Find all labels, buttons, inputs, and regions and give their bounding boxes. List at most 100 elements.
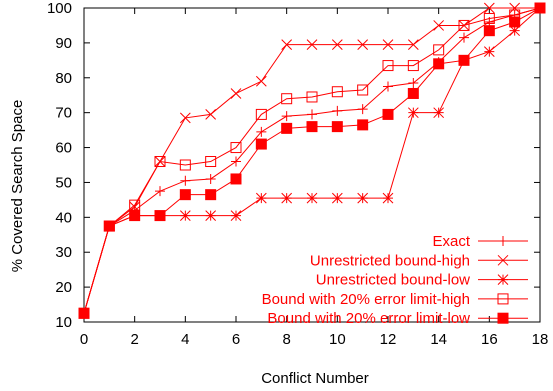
data-point xyxy=(281,122,293,134)
data-point xyxy=(433,58,445,70)
data-point xyxy=(458,54,470,66)
legend-label: Unrestricted bound-high xyxy=(310,252,470,269)
data-point xyxy=(281,111,292,122)
data-point xyxy=(154,210,166,222)
data-point xyxy=(205,109,217,120)
x-tick-label: 0 xyxy=(80,331,88,348)
y-tick-label: 10 xyxy=(55,314,72,331)
y-tick-label: 100 xyxy=(47,0,72,17)
series-5 xyxy=(78,2,546,319)
data-point xyxy=(231,156,241,167)
series-3 xyxy=(78,2,546,319)
legend-label: Unrestricted bound-low xyxy=(316,272,470,289)
data-point xyxy=(179,189,191,201)
data-point xyxy=(78,307,90,319)
y-axis-title: % Covered Search Space xyxy=(9,100,26,273)
data-point xyxy=(307,109,317,120)
data-point xyxy=(205,156,217,168)
series-2 xyxy=(78,2,546,319)
data-point xyxy=(407,107,419,119)
data-point xyxy=(407,87,419,99)
data-point xyxy=(534,2,546,14)
data-point xyxy=(459,32,469,43)
x-tick-label: 2 xyxy=(130,331,138,348)
data-point xyxy=(331,39,343,50)
y-tick-label: 60 xyxy=(55,140,72,157)
x-tick-label: 12 xyxy=(380,331,397,348)
data-point xyxy=(483,25,495,37)
data-point xyxy=(458,19,470,31)
data-point xyxy=(306,121,318,133)
data-point xyxy=(382,60,394,72)
plot-axes xyxy=(83,7,541,323)
data-point xyxy=(255,75,267,87)
legend-marker xyxy=(497,254,509,266)
data-point xyxy=(331,86,343,98)
x-tick-label: 6 xyxy=(232,331,240,348)
data-point xyxy=(331,192,343,204)
x-tick-label: 4 xyxy=(181,331,189,348)
data-point xyxy=(509,16,521,28)
data-point xyxy=(357,104,368,115)
y-tick-label: 40 xyxy=(55,209,72,226)
series-line xyxy=(83,7,541,314)
data-point xyxy=(281,93,293,105)
y-tick-label: 80 xyxy=(55,70,72,87)
data-point xyxy=(129,210,141,222)
y-axis-ticks: 10 20 30 40 50 60 70 80 90 100 xyxy=(47,0,540,331)
legend-label: Exact xyxy=(432,233,470,250)
y-tick-label: 70 xyxy=(55,105,72,122)
data-point xyxy=(483,12,495,24)
x-tick-label: 8 xyxy=(282,331,290,348)
data-point xyxy=(306,39,318,50)
data-point xyxy=(179,210,191,221)
y-tick-label: 30 xyxy=(55,244,72,261)
series-4 xyxy=(78,2,546,319)
data-point xyxy=(154,156,166,168)
data-point xyxy=(155,186,165,197)
data-point xyxy=(331,121,343,133)
data-point xyxy=(509,2,521,14)
x-tick-label: 14 xyxy=(430,331,447,348)
legend-marker xyxy=(497,293,509,305)
series-1 xyxy=(79,3,545,319)
data-point xyxy=(382,192,394,204)
data-point xyxy=(255,192,267,204)
data-point xyxy=(281,39,293,50)
data-point xyxy=(332,105,343,116)
data-point xyxy=(408,78,419,89)
data-point xyxy=(306,192,318,204)
data-point xyxy=(281,192,293,204)
data-point xyxy=(483,2,495,14)
legend-marker xyxy=(497,312,509,324)
plot-frame xyxy=(83,7,541,323)
legend-marker xyxy=(497,274,509,285)
data-point xyxy=(256,126,267,137)
data-point xyxy=(179,112,191,124)
data-point xyxy=(357,192,369,204)
legend: Exact Unrestricted bound-high Unrestricted… xyxy=(262,233,528,327)
data-point xyxy=(382,108,394,120)
data-point xyxy=(205,210,217,221)
data-point xyxy=(255,138,267,150)
data-point xyxy=(433,20,445,31)
data-point xyxy=(230,142,242,154)
data-point xyxy=(255,108,267,120)
data-point xyxy=(407,39,419,50)
data-point xyxy=(230,210,242,221)
data-point xyxy=(230,173,242,185)
legend-label: Bound with 20% error limit-low xyxy=(267,310,470,327)
y-tick-label: 50 xyxy=(55,174,72,191)
data-point xyxy=(382,39,394,50)
x-tick-label: 16 xyxy=(481,331,498,348)
data-point xyxy=(230,88,242,99)
data-point xyxy=(180,175,191,186)
data-point xyxy=(306,91,318,103)
legend-label: Bound with 20% error limit-high xyxy=(262,291,470,308)
data-point xyxy=(433,107,445,119)
data-point xyxy=(357,84,369,96)
data-point xyxy=(509,25,521,37)
data-point xyxy=(483,46,495,57)
data-point xyxy=(205,189,217,201)
